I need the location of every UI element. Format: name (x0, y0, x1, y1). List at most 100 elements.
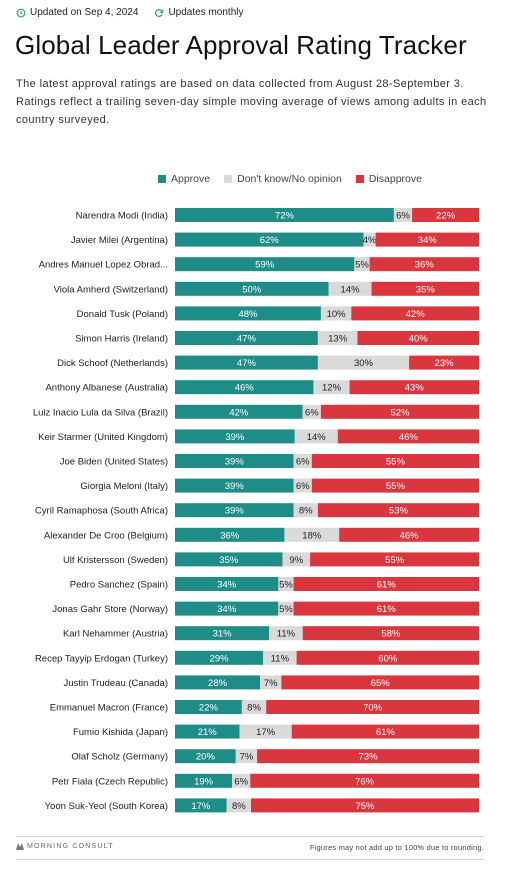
bar-segment-disapprove (409, 355, 479, 370)
category-label: Jonas Gahr Store (Norway) (52, 604, 168, 615)
bar-segment-approve (175, 527, 285, 542)
data-label: 60% (378, 653, 398, 664)
data-label: 53% (389, 506, 409, 517)
bar-segment-no-opinion (317, 355, 410, 370)
data-label: 55% (385, 555, 405, 566)
category-label: Luiz Inacio Lula da Silva (Brazil) (33, 407, 168, 418)
bar-segment-no-opinion (239, 724, 292, 739)
data-label: 36% (415, 260, 435, 271)
bar-segment-no-opinion (393, 208, 413, 222)
data-label: 5% (279, 604, 293, 615)
data-label: 6% (296, 481, 310, 492)
data-label: 34% (217, 604, 237, 615)
data-label: 65% (371, 678, 391, 689)
bar-segment-approve (175, 281, 329, 296)
data-label: 5% (279, 580, 293, 591)
data-label: 46% (399, 432, 419, 443)
category-label: Petr Fiala (Czech Republic) (52, 776, 168, 787)
data-label: 40% (409, 334, 429, 345)
data-label: 47% (237, 358, 257, 369)
data-label: 52% (390, 407, 410, 418)
bar-segment-no-opinion (278, 577, 294, 591)
bar-segment-no-opinion (282, 552, 311, 567)
bar-segment-no-opinion (284, 527, 340, 542)
data-label: 22% (436, 211, 456, 222)
data-label: 47% (237, 334, 257, 345)
bar-segment-disapprove (349, 380, 479, 395)
bar-segment-disapprove (266, 700, 479, 714)
bar-segment-no-opinion (354, 257, 370, 272)
bar-segment-no-opinion (269, 626, 303, 641)
updated-label: Updated on Sep 4, 2024 (30, 7, 139, 18)
legend-item-approve: Approve (158, 173, 210, 185)
category-label: Giorgia Meloni (Italy) (80, 481, 168, 492)
bar-segment-disapprove (311, 454, 479, 468)
category-label: Karl Nehammer (Austria) (63, 629, 168, 640)
data-label: 14% (307, 432, 327, 443)
category-label: Pedro Sanchez (Spain) (70, 580, 168, 591)
category-label: Anthony Albanese (Australia) (45, 383, 168, 394)
data-label: 58% (381, 629, 401, 640)
page-title: Global Leader Approval Rating Tracker (15, 30, 467, 60)
legend-item-disapprove: Disapprove (355, 173, 422, 185)
bar-segment-no-opinion (317, 331, 358, 345)
bar-segment-disapprove (310, 552, 479, 567)
data-label: 5% (355, 260, 369, 271)
data-label: 19% (194, 776, 214, 787)
legend-swatch-approve (158, 175, 166, 183)
category-label: Olaf Scholz (Germany) (71, 752, 168, 763)
data-label: 70% (363, 703, 383, 714)
category-label: Joe Biden (United States) (60, 457, 168, 468)
bar-segment-disapprove (317, 503, 479, 518)
bar-segment-approve (175, 773, 233, 788)
bar-segment-approve (175, 749, 236, 764)
bar-segment-approve (175, 601, 279, 616)
data-label: 17% (191, 801, 211, 812)
data-label: 35% (416, 284, 436, 295)
data-label: 39% (225, 457, 245, 468)
data-label: 7% (240, 752, 254, 763)
data-label: 8% (247, 703, 261, 714)
data-label: 50% (242, 284, 262, 295)
bar-segment-disapprove (375, 232, 479, 247)
data-label: 42% (406, 309, 426, 320)
data-label: 72% (275, 211, 295, 222)
bar-segment-disapprove (291, 724, 479, 739)
bar-segment-approve (175, 675, 261, 690)
data-label: 30% (354, 358, 374, 369)
bar-segment-disapprove (257, 749, 479, 764)
bar-segment-disapprove (281, 675, 479, 690)
bar-segment-disapprove (251, 798, 479, 813)
legend-label-disapprove: Disapprove (368, 173, 422, 185)
data-label: 11% (271, 653, 290, 664)
category-label: Andres Manuel Lopez Obrad... (39, 260, 168, 271)
data-label: 8% (299, 506, 313, 517)
bar-segment-no-opinion (313, 380, 350, 395)
data-label: 34% (418, 235, 438, 246)
category-label: Cyril Ramaphosa (South Africa) (35, 506, 168, 517)
data-label: 43% (405, 383, 425, 394)
data-label: 28% (208, 678, 228, 689)
bar-segment-no-opinion (293, 478, 312, 493)
bar-segment-approve (175, 478, 294, 493)
category-label: Ulf Kristersson (Sweden) (63, 555, 168, 566)
data-label: 55% (386, 457, 406, 468)
bar-segment-no-opinion (241, 700, 267, 714)
bar-segment-approve (175, 454, 294, 468)
bar-segment-approve (175, 577, 279, 591)
data-label: 48% (238, 309, 258, 320)
morning-consult-logo-icon (16, 843, 24, 850)
data-label: 73% (359, 752, 379, 763)
bar-segment-disapprove (302, 626, 479, 641)
bar-segment-approve (175, 232, 364, 247)
category-label: Justin Trudeau (Canada) (63, 678, 168, 689)
data-label: 21% (198, 727, 218, 738)
bar-segment-approve (175, 626, 270, 641)
bar-segment-approve (175, 355, 318, 370)
bar-segment-approve (175, 724, 240, 739)
data-label: 76% (355, 776, 375, 787)
bar-segment-no-opinion (363, 232, 376, 247)
data-label: 6% (396, 211, 410, 222)
legend-label-approve: Approve (171, 173, 211, 185)
bar-segment-no-opinion (235, 749, 258, 764)
